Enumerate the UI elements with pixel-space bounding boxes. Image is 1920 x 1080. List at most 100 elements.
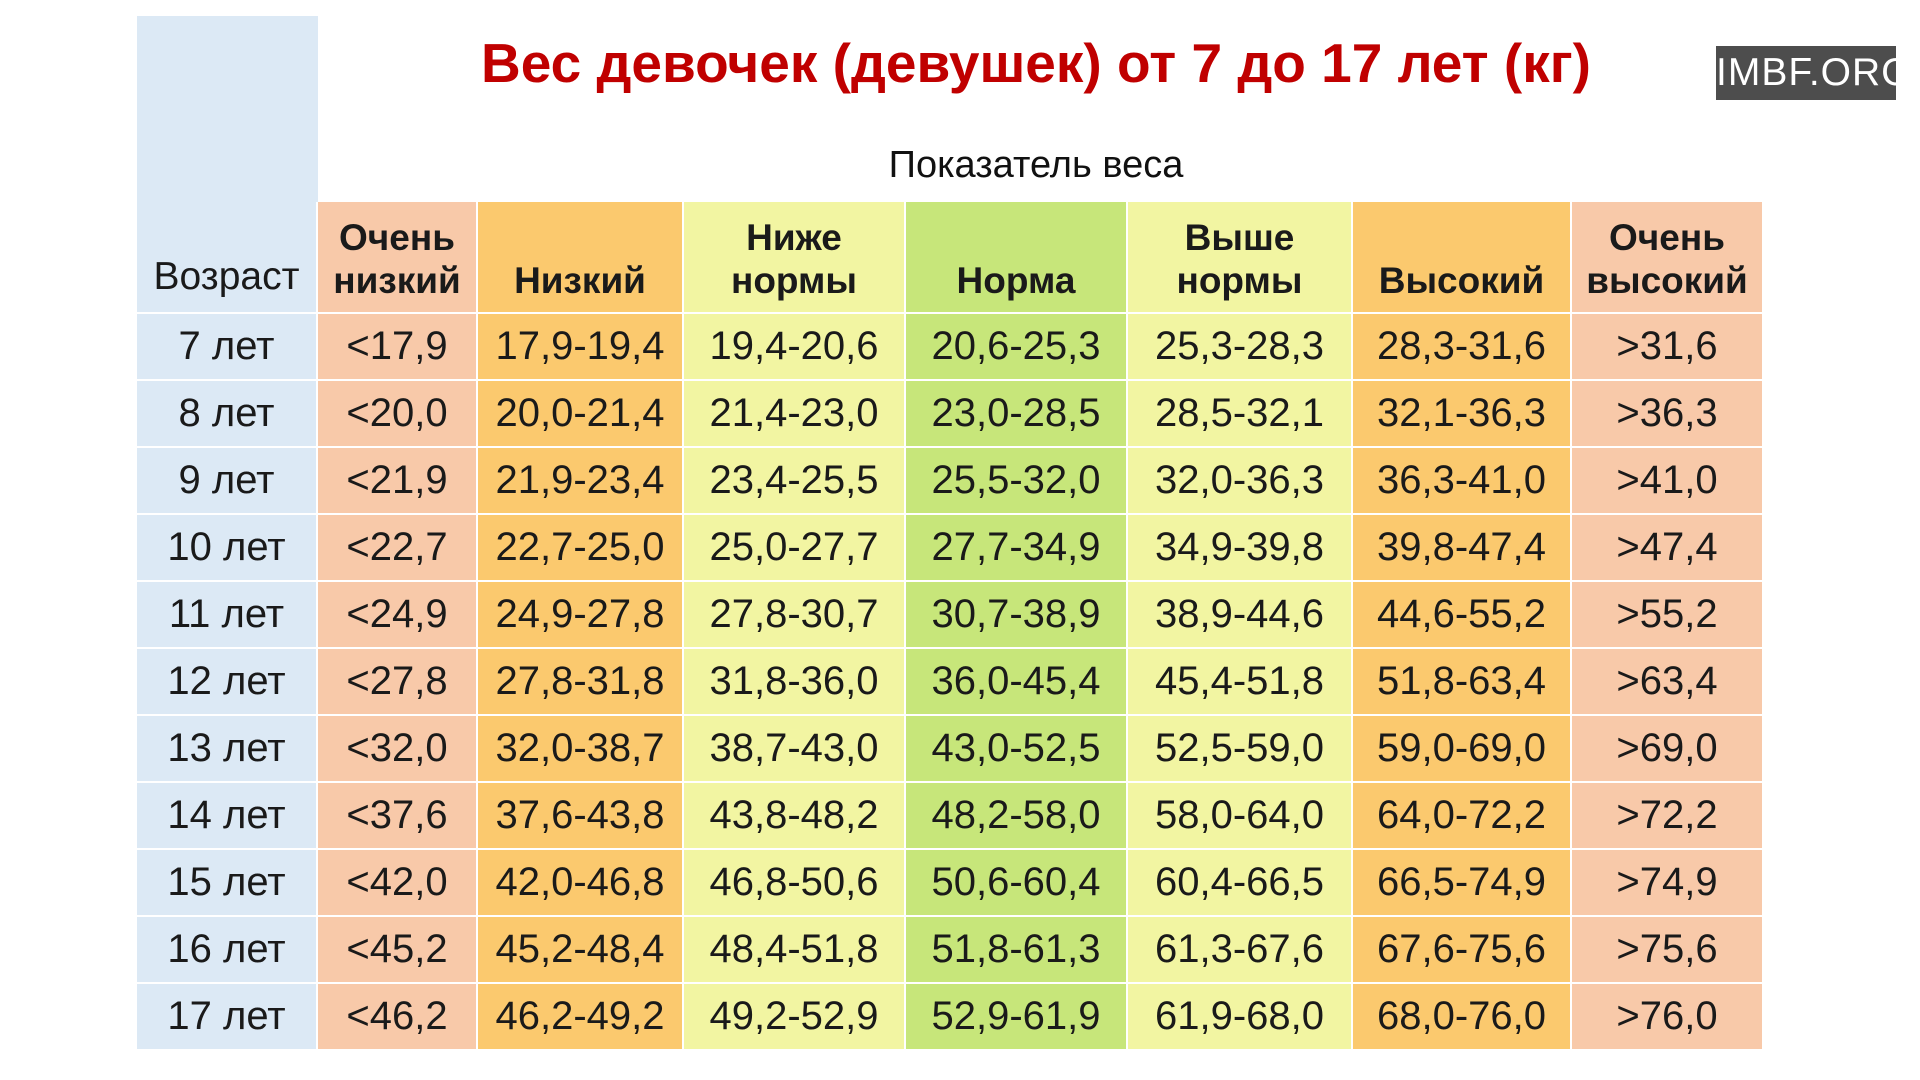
weight-cell-very-low: <22,7 — [318, 515, 478, 582]
weight-cell-low: 46,2-49,2 — [478, 984, 684, 1049]
weight-cell-very-high: >36,3 — [1572, 381, 1762, 448]
age-cell: 16 лет — [137, 917, 318, 984]
weight-cell-low: 24,9-27,8 — [478, 582, 684, 649]
age-cell: 15 лет — [137, 850, 318, 917]
age-cell: 13 лет — [137, 716, 318, 783]
weight-cell-above-norm: 25,3-28,3 — [1128, 314, 1353, 381]
weight-cell-below-norm: 31,8-36,0 — [684, 649, 906, 716]
weight-cell-above-norm: 28,5-32,1 — [1128, 381, 1353, 448]
weight-cell-high: 66,5-74,9 — [1353, 850, 1572, 917]
weight-cell-very-low: <17,9 — [318, 314, 478, 381]
column-header-low: Низкий — [478, 202, 684, 314]
column-header-very-low: Очень низкий — [318, 202, 478, 314]
weight-cell-very-low: <20,0 — [318, 381, 478, 448]
weight-cell-above-norm: 45,4-51,8 — [1128, 649, 1353, 716]
table-row: 13 лет <32,0 32,0-38,7 38,7-43,0 43,0-52,5 52… — [137, 716, 1762, 783]
weight-cell-below-norm: 43,8-48,2 — [684, 783, 906, 850]
weight-cell-very-high: >41,0 — [1572, 448, 1762, 515]
weight-cell-low: 20,0-21,4 — [478, 381, 684, 448]
weight-cell-above-norm: 34,9-39,8 — [1128, 515, 1353, 582]
table-header-row: Возраст Очень низкий Низкий Ниже нормы Норм… — [137, 202, 1762, 314]
weight-cell-very-high: >47,4 — [1572, 515, 1762, 582]
age-cell: 9 лет — [137, 448, 318, 515]
weight-cell-norm: 50,6-60,4 — [906, 850, 1128, 917]
column-header-below-norm: Ниже нормы — [684, 202, 906, 314]
weight-cell-high: 28,3-31,6 — [1353, 314, 1572, 381]
age-cell: 11 лет — [137, 582, 318, 649]
weight-cell-below-norm: 48,4-51,8 — [684, 917, 906, 984]
age-cell: 12 лет — [137, 649, 318, 716]
weight-cell-norm: 23,0-28,5 — [906, 381, 1128, 448]
weight-cell-norm: 20,6-25,3 — [906, 314, 1128, 381]
column-header-above-norm: Выше нормы — [1128, 202, 1353, 314]
weight-cell-norm: 52,9-61,9 — [906, 984, 1128, 1049]
weight-cell-above-norm: 38,9-44,6 — [1128, 582, 1353, 649]
weight-cell-below-norm: 23,4-25,5 — [684, 448, 906, 515]
weight-cell-high: 68,0-76,0 — [1353, 984, 1572, 1049]
weight-cell-norm: 43,0-52,5 — [906, 716, 1128, 783]
age-cell: 14 лет — [137, 783, 318, 850]
weight-cell-below-norm: 21,4-23,0 — [684, 381, 906, 448]
table-row: 8 лет <20,0 20,0-21,4 21,4-23,0 23,0-28,5 28,… — [137, 381, 1762, 448]
table-row: 16 лет <45,2 45,2-48,4 48,4-51,8 51,8-61,3 61… — [137, 917, 1762, 984]
table-row: 11 лет <24,9 24,9-27,8 27,8-30,7 30,7-38,9 38… — [137, 582, 1762, 649]
weight-cell-very-high: >31,6 — [1572, 314, 1762, 381]
weight-cell-very-high: >55,2 — [1572, 582, 1762, 649]
watermark-logo: IMBF.ORG — [1716, 46, 1912, 100]
age-cell: 7 лет — [137, 314, 318, 381]
weight-cell-high: 44,6-55,2 — [1353, 582, 1572, 649]
weight-cell-above-norm: 52,5-59,0 — [1128, 716, 1353, 783]
weight-cell-low: 17,9-19,4 — [478, 314, 684, 381]
age-cell: 8 лет — [137, 381, 318, 448]
age-cell: 10 лет — [137, 515, 318, 582]
table-row: 17 лет <46,2 46,2-49,2 49,2-52,9 52,9-61,9 61… — [137, 984, 1762, 1049]
age-cell: 17 лет — [137, 984, 318, 1049]
weight-table: Возраст Очень низкий Низкий Ниже нормы Норм… — [137, 202, 1762, 1049]
weight-cell-very-high: >74,9 — [1572, 850, 1762, 917]
weight-cell-very-high: >72,2 — [1572, 783, 1762, 850]
column-header-very-high: Очень высокий — [1572, 202, 1762, 314]
weight-cell-low: 27,8-31,8 — [478, 649, 684, 716]
weight-cell-below-norm: 46,8-50,6 — [684, 850, 906, 917]
weight-cell-very-low: <45,2 — [318, 917, 478, 984]
weight-cell-low: 22,7-25,0 — [478, 515, 684, 582]
weight-cell-norm: 30,7-38,9 — [906, 582, 1128, 649]
weight-cell-high: 59,0-69,0 — [1353, 716, 1572, 783]
weight-cell-low: 32,0-38,7 — [478, 716, 684, 783]
weight-cell-low: 45,2-48,4 — [478, 917, 684, 984]
table-row: 12 лет <27,8 27,8-31,8 31,8-36,0 36,0-45,4 45… — [137, 649, 1762, 716]
weight-cell-norm: 25,5-32,0 — [906, 448, 1128, 515]
weight-cell-below-norm: 27,8-30,7 — [684, 582, 906, 649]
weight-cell-high: 36,3-41,0 — [1353, 448, 1572, 515]
weight-cell-above-norm: 60,4-66,5 — [1128, 850, 1353, 917]
chart-subtitle: Показатель веса — [888, 144, 1184, 186]
column-header-norm: Норма — [906, 202, 1128, 314]
weight-cell-low: 37,6-43,8 — [478, 783, 684, 850]
table-row: 14 лет <37,6 37,6-43,8 43,8-48,2 48,2-58,0 58… — [137, 783, 1762, 850]
weight-cell-norm: 27,7-34,9 — [906, 515, 1128, 582]
weight-cell-below-norm: 49,2-52,9 — [684, 984, 906, 1049]
chart-title: Вес девочек (девушек) от 7 до 17 лет (кг… — [481, 32, 1591, 94]
table-row: 7 лет <17,9 17,9-19,4 19,4-20,6 20,6-25,3 25,… — [137, 314, 1762, 381]
weight-cell-below-norm: 19,4-20,6 — [684, 314, 906, 381]
weight-cell-below-norm: 25,0-27,7 — [684, 515, 906, 582]
weight-cell-low: 21,9-23,4 — [478, 448, 684, 515]
weight-cell-above-norm: 32,0-36,3 — [1128, 448, 1353, 515]
weight-cell-norm: 36,0-45,4 — [906, 649, 1128, 716]
weight-cell-very-high: >69,0 — [1572, 716, 1762, 783]
weight-cell-very-high: >76,0 — [1572, 984, 1762, 1049]
table-row: 9 лет <21,9 21,9-23,4 23,4-25,5 25,5-32,0 32,… — [137, 448, 1762, 515]
table-row: 15 лет <42,0 42,0-46,8 46,8-50,6 50,6-60,4 60… — [137, 850, 1762, 917]
weight-cell-low: 42,0-46,8 — [478, 850, 684, 917]
weight-cell-high: 51,8-63,4 — [1353, 649, 1572, 716]
weight-cell-high: 64,0-72,2 — [1353, 783, 1572, 850]
weight-cell-high: 67,6-75,6 — [1353, 917, 1572, 984]
table-body: 7 лет <17,9 17,9-19,4 19,4-20,6 20,6-25,3 25,… — [137, 314, 1762, 1049]
weight-cell-very-low: <46,2 — [318, 984, 478, 1049]
column-header-high: Высокий — [1353, 202, 1572, 314]
weight-cell-very-low: <32,0 — [318, 716, 478, 783]
weight-cell-very-low: <37,6 — [318, 783, 478, 850]
weight-cell-norm: 51,8-61,3 — [906, 917, 1128, 984]
weight-cell-very-high: >75,6 — [1572, 917, 1762, 984]
